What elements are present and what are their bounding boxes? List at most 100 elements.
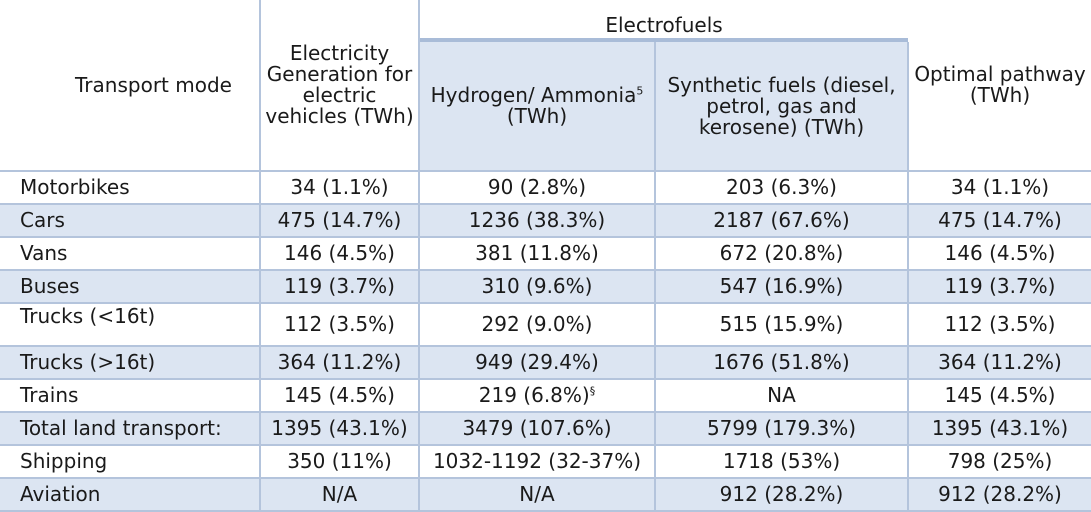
cell-optimal-value: 112 (3.5%): [944, 312, 1056, 336]
table-row: Trucks (>16t) 364 (11.2%) 949 (29.4%) 1676 …: [0, 346, 1091, 379]
cell-mode: Total land transport:: [0, 412, 261, 445]
cell-synthetic-value: 672 (20.8%): [719, 241, 844, 265]
cell-mode: Trucks (<16t): [0, 303, 261, 346]
cell-hydrogen-value: 1236 (38.3%): [468, 208, 606, 232]
header-hydrogen-unit: (TWh): [506, 104, 568, 128]
cell-mode-value: Cars: [20, 208, 65, 232]
cell-synthetic: 1676 (51.8%): [655, 346, 910, 379]
cell-hydrogen: 90 (2.8%): [419, 171, 656, 204]
cell-optimal: 112 (3.5%): [908, 303, 1091, 346]
header-electricity: Electricity Generation for electric vehi…: [260, 0, 420, 171]
cell-electricity-value: 146 (4.5%): [284, 241, 395, 265]
table-row: Total land transport: 1395 (43.1%) 3479 (1…: [0, 412, 1091, 445]
cell-hydrogen-value: N/A: [519, 482, 555, 506]
cell-electricity: 119 (3.7%): [260, 270, 420, 303]
table-row: Aviation N/A N/A 912 (28.2%) 912 (28.2%): [0, 478, 1091, 511]
header-electrofuels-group: Electrofuels: [419, 0, 909, 42]
cell-electricity-value: 475 (14.7%): [277, 208, 402, 232]
cell-electricity: 350 (11%): [260, 445, 420, 478]
table-row: Vans 146 (4.5%) 381 (11.8%) 672 (20.8%) 146 …: [0, 237, 1091, 270]
cell-mode: Aviation: [0, 478, 261, 511]
cell-synthetic-value: 203 (6.3%): [726, 175, 837, 199]
cell-electricity: N/A: [260, 478, 420, 511]
cell-electricity-value: N/A: [321, 482, 358, 506]
cell-mode: Shipping: [0, 445, 261, 478]
table-row: Buses 119 (3.7%) 310 (9.6%) 547 (16.9%) 119 …: [0, 270, 1091, 303]
cell-hydrogen: 310 (9.6%): [419, 270, 656, 303]
cell-electricity: 475 (14.7%): [260, 204, 420, 237]
cell-mode-value: Trucks (<16t): [20, 304, 156, 328]
cell-mode-value: Aviation: [20, 482, 101, 506]
cell-hydrogen-value: 292 (9.0%): [481, 312, 593, 336]
cell-hydrogen: 219 (6.8%)§: [419, 379, 656, 412]
cell-optimal: 145 (4.5%): [908, 379, 1091, 412]
cell-mode: Trains: [0, 379, 261, 412]
cell-hydrogen-value: 310 (9.6%): [481, 274, 593, 298]
cell-hydrogen-value: 949 (29.4%): [475, 350, 599, 374]
table-row: Cars 475 (14.7%) 1236 (38.3%) 2187 (67.6%) 4…: [0, 204, 1091, 237]
cell-hydrogen-value: 219 (6.8%): [478, 383, 590, 407]
cell-optimal-value: 364 (11.2%): [938, 350, 1062, 374]
cell-hydrogen-value: 381 (11.8%): [475, 241, 599, 265]
cell-synthetic-value: 1718 (53%): [722, 449, 841, 473]
cell-synthetic: 547 (16.9%): [655, 270, 910, 303]
cell-hydrogen: 949 (29.4%): [419, 346, 656, 379]
cell-mode: Trucks (>16t): [0, 346, 261, 379]
header-hydrogen-label: Hydrogen/ Ammonia: [430, 83, 637, 107]
table-row: Motorbikes 34 (1.1%) 90 (2.8%) 203 (6.3%) 34…: [0, 171, 1091, 204]
cell-synthetic: 912 (28.2%): [655, 478, 910, 511]
cell-hydrogen: N/A: [419, 478, 656, 511]
cell-optimal-value: 1395 (43.1%): [931, 416, 1069, 440]
cell-electricity-value: 112 (3.5%): [284, 312, 395, 336]
cell-mode-value: Trucks (>16t): [20, 350, 156, 374]
cell-optimal-value: 912 (28.2%): [938, 482, 1062, 506]
cell-mode-value: Vans: [20, 241, 68, 265]
cell-synthetic: NA: [655, 379, 910, 412]
cell-mode: Cars: [0, 204, 261, 237]
cell-synthetic-value: 547 (16.9%): [719, 274, 844, 298]
cell-electricity-value: 119 (3.7%): [284, 274, 395, 298]
cell-optimal: 475 (14.7%): [908, 204, 1091, 237]
cell-optimal: 146 (4.5%): [908, 237, 1091, 270]
table-row: Shipping 350 (11%) 1032-1192 (32-37%) 1718 …: [0, 445, 1091, 478]
cell-synthetic-value: NA: [767, 383, 796, 407]
footnote-marker: 5: [636, 84, 644, 98]
cell-synthetic: 203 (6.3%): [655, 171, 910, 204]
cell-hydrogen: 1032-1192 (32-37%): [419, 445, 656, 478]
cell-electricity-value: 350 (11%): [287, 449, 392, 473]
cell-electricity: 146 (4.5%): [260, 237, 420, 270]
cell-electricity-value: 1395 (43.1%): [271, 416, 408, 440]
cell-mode: Vans: [0, 237, 261, 270]
cell-mode-value: Total land transport:: [20, 416, 222, 440]
cell-synthetic: 5799 (179.3%): [655, 412, 910, 445]
cell-footnote-mark: §: [589, 384, 596, 398]
cell-optimal-value: 119 (3.7%): [944, 274, 1056, 298]
cell-electricity: 1395 (43.1%): [260, 412, 420, 445]
table-row: Trains 145 (4.5%) 219 (6.8%)§ NA 145 (4.5%): [0, 379, 1091, 412]
header-electrofuels-label: Electrofuels: [605, 12, 723, 37]
cell-synthetic: 515 (15.9%): [655, 303, 910, 346]
cell-synthetic: 1718 (53%): [655, 445, 910, 478]
cell-mode-value: Buses: [20, 274, 80, 298]
cell-optimal: 912 (28.2%): [908, 478, 1091, 511]
header-transport-mode: Transport mode: [0, 0, 261, 171]
cell-optimal-value: 34 (1.1%): [950, 175, 1050, 199]
header-synthetic: Synthetic fuels (diesel, petrol, gas and…: [655, 42, 910, 171]
cell-optimal: 364 (11.2%): [908, 346, 1091, 379]
table-row: Trucks (<16t) 112 (3.5%) 292 (9.0%) 515 (15…: [0, 303, 1091, 346]
cell-electricity-value: 145 (4.5%): [284, 383, 395, 407]
cell-synthetic-value: 2187 (67.6%): [713, 208, 850, 232]
cell-optimal-value: 798 (25%): [947, 449, 1053, 473]
cell-synthetic-value: 5799 (179.3%): [706, 416, 857, 440]
cell-hydrogen: 3479 (107.6%): [419, 412, 656, 445]
cell-optimal-value: 146 (4.5%): [944, 241, 1056, 265]
cell-optimal-value: 475 (14.7%): [938, 208, 1062, 232]
cell-hydrogen: 381 (11.8%): [419, 237, 656, 270]
cell-synthetic-value: 515 (15.9%): [719, 312, 844, 336]
group-underline: [420, 38, 909, 42]
cell-mode-value: Shipping: [20, 449, 108, 473]
cell-hydrogen: 1236 (38.3%): [419, 204, 656, 237]
header-optimal: Optimal pathway (TWh): [914, 62, 1086, 107]
cell-hydrogen-value: 90 (2.8%): [487, 175, 587, 199]
